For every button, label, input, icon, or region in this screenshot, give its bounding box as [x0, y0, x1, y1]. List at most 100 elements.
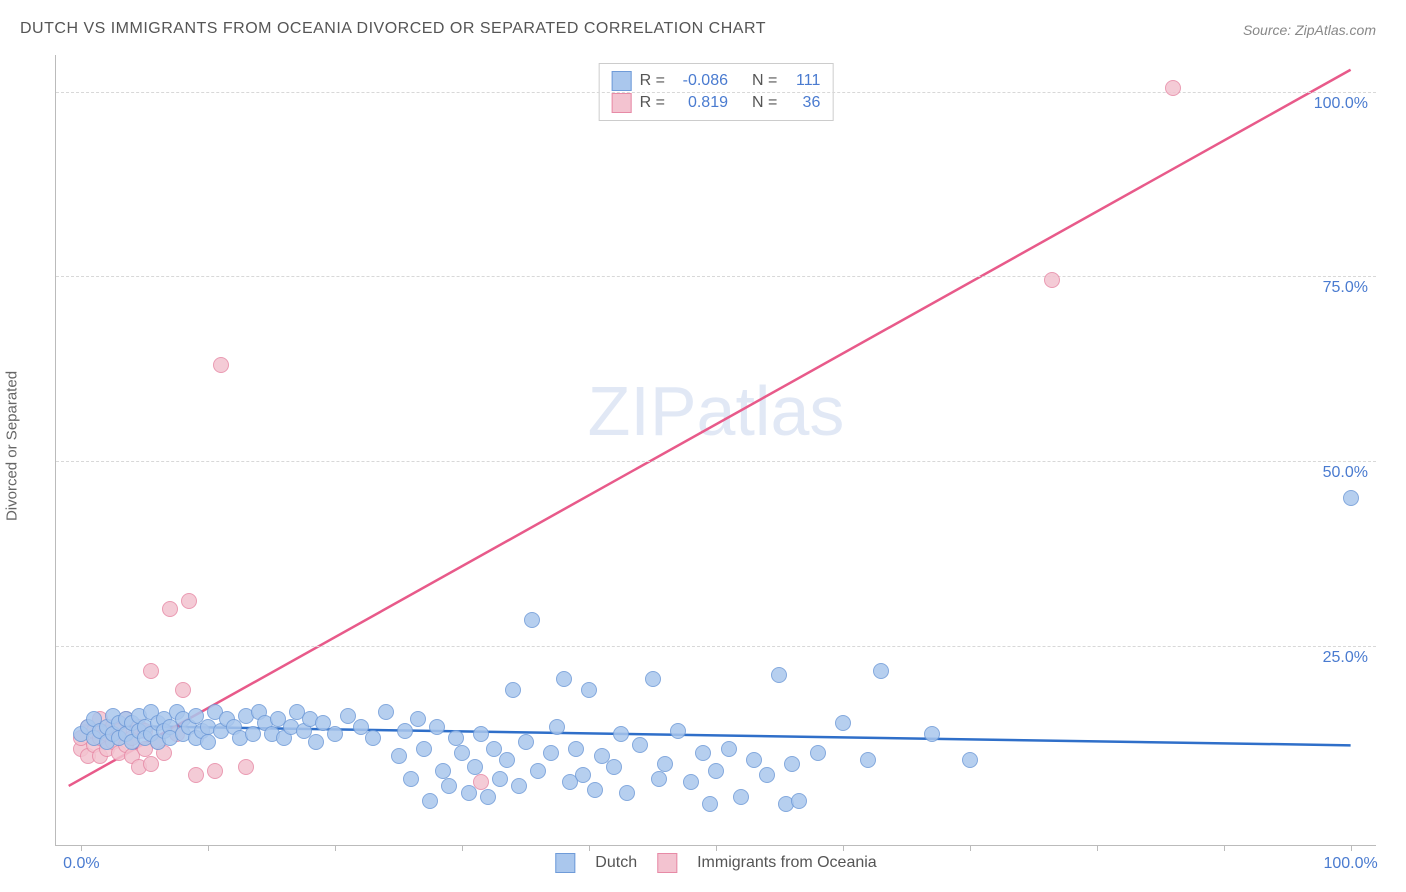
- x-tick-mark: [462, 845, 463, 851]
- gridline: [56, 646, 1376, 647]
- legend-r-label: R =: [640, 70, 665, 92]
- dutch-point: [473, 726, 489, 742]
- dutch-point: [378, 704, 394, 720]
- legend-swatch-oceania: [657, 853, 677, 873]
- dutch-point: [391, 748, 407, 764]
- oceania-point: [1044, 272, 1060, 288]
- dutch-point: [365, 730, 381, 746]
- dutch-point: [429, 719, 445, 735]
- dutch-point: [1343, 490, 1359, 506]
- dutch-point: [810, 745, 826, 761]
- legend-row-dutch: R = -0.086 N = 111: [612, 70, 821, 92]
- legend-n-label: N =: [752, 92, 777, 114]
- dutch-point: [651, 771, 667, 787]
- oceania-point: [143, 756, 159, 772]
- dutch-point: [556, 671, 572, 687]
- watermark-light: atlas: [697, 372, 845, 450]
- dutch-point: [708, 763, 724, 779]
- oceania-point: [213, 357, 229, 373]
- dutch-point: [327, 726, 343, 742]
- x-tick-mark: [843, 845, 844, 851]
- oceania-point: [162, 601, 178, 617]
- dutch-point: [606, 759, 622, 775]
- x-tick-mark: [589, 845, 590, 851]
- dutch-point: [721, 741, 737, 757]
- dutch-point: [835, 715, 851, 731]
- x-tick-mark: [716, 845, 717, 851]
- dutch-point: [924, 726, 940, 742]
- legend-n-label: N =: [752, 70, 777, 92]
- oceania-point: [175, 682, 191, 698]
- dutch-point: [245, 726, 261, 742]
- watermark: ZIPatlas: [588, 371, 845, 451]
- dutch-point: [549, 719, 565, 735]
- x-tick-mark: [335, 845, 336, 851]
- dutch-point: [543, 745, 559, 761]
- oceania-point: [188, 767, 204, 783]
- legend-label-dutch: Dutch: [595, 854, 637, 872]
- y-tick-label: 50.0%: [1323, 464, 1368, 482]
- gridline: [56, 276, 1376, 277]
- dutch-point: [784, 756, 800, 772]
- dutch-point: [695, 745, 711, 761]
- dutch-point: [860, 752, 876, 768]
- dutch-point: [568, 741, 584, 757]
- dutch-point: [733, 789, 749, 805]
- legend-swatch-oceania: [612, 93, 632, 113]
- x-tick-label: 100.0%: [1323, 855, 1377, 873]
- gridline: [56, 461, 1376, 462]
- y-tick-label: 75.0%: [1323, 279, 1368, 297]
- dutch-point: [759, 767, 775, 783]
- dutch-point: [632, 737, 648, 753]
- dutch-point: [492, 771, 508, 787]
- dutch-point: [454, 745, 470, 761]
- x-tick-mark: [208, 845, 209, 851]
- dutch-point: [461, 785, 477, 801]
- legend-row-oceania: R = 0.819 N = 36: [612, 92, 821, 114]
- source-attribution: Source: ZipAtlas.com: [1243, 22, 1376, 38]
- dutch-point: [613, 726, 629, 742]
- dutch-point: [448, 730, 464, 746]
- scatter-plot-area: ZIPatlas R = -0.086 N = 111 R = 0.819 N …: [55, 55, 1376, 846]
- legend-swatch-dutch: [612, 71, 632, 91]
- dutch-point: [435, 763, 451, 779]
- dutch-point: [467, 759, 483, 775]
- dutch-point: [657, 756, 673, 772]
- oceania-point: [181, 593, 197, 609]
- dutch-point: [530, 763, 546, 779]
- oceania-point: [1165, 80, 1181, 96]
- legend-r-value: 0.819: [673, 92, 728, 114]
- y-axis-label: Divorced or Separated: [4, 371, 21, 521]
- y-tick-label: 25.0%: [1323, 649, 1368, 667]
- dutch-point: [670, 723, 686, 739]
- dutch-point: [683, 774, 699, 790]
- x-tick-label: 0.0%: [63, 855, 99, 873]
- dutch-point: [524, 612, 540, 628]
- dutch-point: [403, 771, 419, 787]
- dutch-point: [791, 793, 807, 809]
- dutch-point: [416, 741, 432, 757]
- x-tick-mark: [1097, 845, 1098, 851]
- legend-series: Dutch Immigrants from Oceania: [555, 853, 876, 873]
- dutch-point: [200, 734, 216, 750]
- legend-swatch-dutch: [555, 853, 575, 873]
- legend-r-label: R =: [640, 92, 665, 114]
- dutch-point: [619, 785, 635, 801]
- watermark-bold: ZIP: [588, 372, 697, 450]
- dutch-point: [511, 778, 527, 794]
- chart-title: DUTCH VS IMMIGRANTS FROM OCEANIA DIVORCE…: [20, 20, 766, 38]
- dutch-point: [771, 667, 787, 683]
- x-tick-mark: [1351, 845, 1352, 851]
- dutch-point: [518, 734, 534, 750]
- dutch-point: [575, 767, 591, 783]
- dutch-point: [505, 682, 521, 698]
- dutch-point: [308, 734, 324, 750]
- legend-n-value: 36: [785, 92, 820, 114]
- dutch-point: [410, 711, 426, 727]
- oceania-point: [238, 759, 254, 775]
- legend-r-value: -0.086: [673, 70, 728, 92]
- oceania-point: [473, 774, 489, 790]
- dutch-point: [480, 789, 496, 805]
- dutch-point: [499, 752, 515, 768]
- x-tick-mark: [970, 845, 971, 851]
